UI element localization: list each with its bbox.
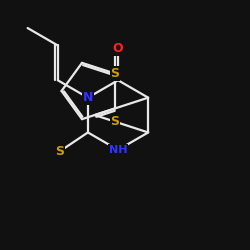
Text: N: N (83, 91, 93, 104)
Text: NH: NH (109, 145, 127, 155)
Text: O: O (113, 42, 123, 56)
Text: S: S (110, 115, 120, 128)
Text: S: S (110, 67, 120, 80)
Text: S: S (55, 145, 64, 158)
